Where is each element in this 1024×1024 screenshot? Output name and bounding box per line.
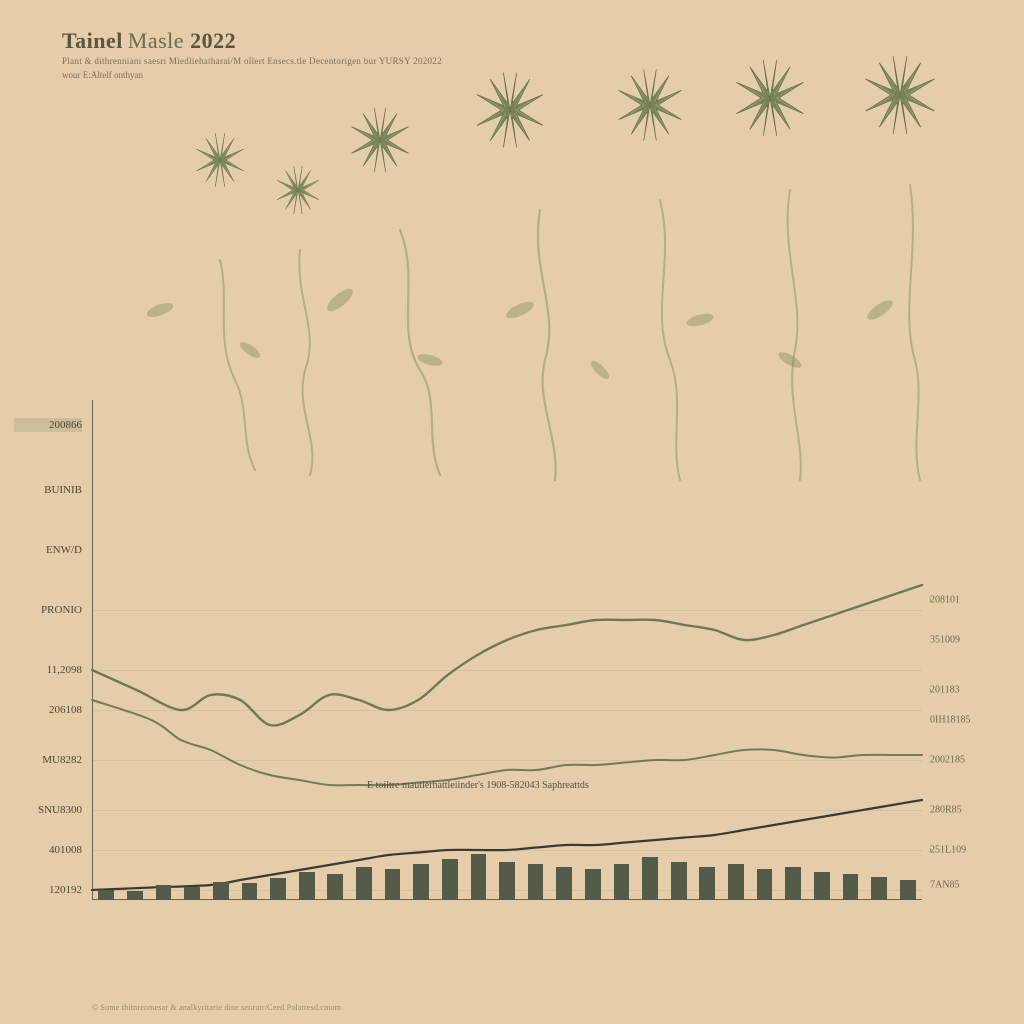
- bar-item: [614, 864, 630, 900]
- y-tick-label: 206108: [22, 704, 82, 716]
- bar-series: [92, 840, 922, 900]
- gridline: [92, 670, 922, 671]
- bar-item: [699, 867, 715, 900]
- bar-item: [499, 862, 515, 900]
- y-tick-right-label: 2002185: [930, 755, 978, 766]
- mid-chart-label: E toiltre mautierhattleiinder's 1908-582…: [367, 780, 589, 791]
- y-tick-label: PRONIO: [22, 604, 82, 616]
- y-tick-label: ENW/D: [22, 544, 82, 556]
- bar-item: [728, 864, 744, 900]
- bar-item: [442, 859, 458, 900]
- bar-item: [242, 883, 258, 900]
- chevron-right-icon: ›: [929, 845, 932, 856]
- bar-item: [299, 872, 315, 900]
- chevron-right-icon: ›: [929, 595, 932, 606]
- y-tick-label: 11,2098: [22, 664, 82, 676]
- y-tick-right-label: 7AN85: [930, 880, 978, 891]
- title-part-b: Masle: [123, 28, 184, 53]
- gridline: [92, 810, 922, 811]
- y-tick-label: 401008: [22, 844, 82, 856]
- y-tick-label: BUINIB: [22, 484, 82, 496]
- bar-item: [556, 867, 572, 900]
- bar-item: [814, 872, 830, 900]
- bar-item: [671, 862, 687, 900]
- y-tick-right-label: 208101: [930, 595, 978, 606]
- y-tick-right-label: 201183: [930, 685, 978, 696]
- line-series-b: [92, 700, 922, 785]
- chevron-right-icon: ›: [929, 685, 932, 696]
- y-tick-right-label: 280R85: [930, 805, 978, 816]
- bar-item: [871, 877, 887, 900]
- bar-item: [843, 874, 859, 900]
- y-tick-label: 200866: [22, 419, 82, 431]
- gridline: [92, 710, 922, 711]
- gridline: [92, 760, 922, 761]
- bar-item: [327, 874, 343, 900]
- chart-title: Tainel Masle 2022: [62, 28, 236, 54]
- line-series-canvas: [92, 400, 922, 900]
- bar-item: [471, 854, 487, 900]
- y-tick-label: 120192: [22, 884, 82, 896]
- line-series-a: [92, 585, 922, 725]
- bar-item: [757, 869, 773, 900]
- bar-item: [127, 891, 143, 900]
- bar-item: [585, 869, 601, 900]
- chart-subtitle: Plant & dithrennianı saesrı Miedliehatha…: [62, 56, 442, 66]
- bar-item: [528, 864, 544, 900]
- footer-attribution: © Some thitnreomesar & analkyritarie din…: [92, 1003, 341, 1012]
- bar-item: [213, 882, 229, 900]
- bar-item: [156, 885, 172, 900]
- bar-item: [356, 867, 372, 900]
- bar-item: [413, 864, 429, 900]
- y-tick-label: SNU8300: [22, 804, 82, 816]
- y-tick-right-label: 0IH18185: [930, 715, 978, 726]
- y-tick-label: MU8282: [22, 754, 82, 766]
- gridline: [92, 610, 922, 611]
- gridline: [92, 890, 922, 891]
- chart-subline: wour E:Altelf onthyan: [62, 70, 143, 80]
- bar-item: [785, 867, 801, 900]
- gridline: [92, 850, 922, 851]
- bar-item: [642, 857, 658, 900]
- bar-item: [98, 890, 114, 900]
- chart-area: E toiltre mautierhattleiinder's 1908-582…: [92, 400, 922, 940]
- title-part-a: Tainel: [62, 28, 123, 53]
- bar-item: [385, 869, 401, 900]
- y-tick-right-label: 351009: [930, 635, 978, 646]
- y-tick-right-label: 251L109: [930, 845, 978, 856]
- title-year: 2022: [190, 28, 236, 53]
